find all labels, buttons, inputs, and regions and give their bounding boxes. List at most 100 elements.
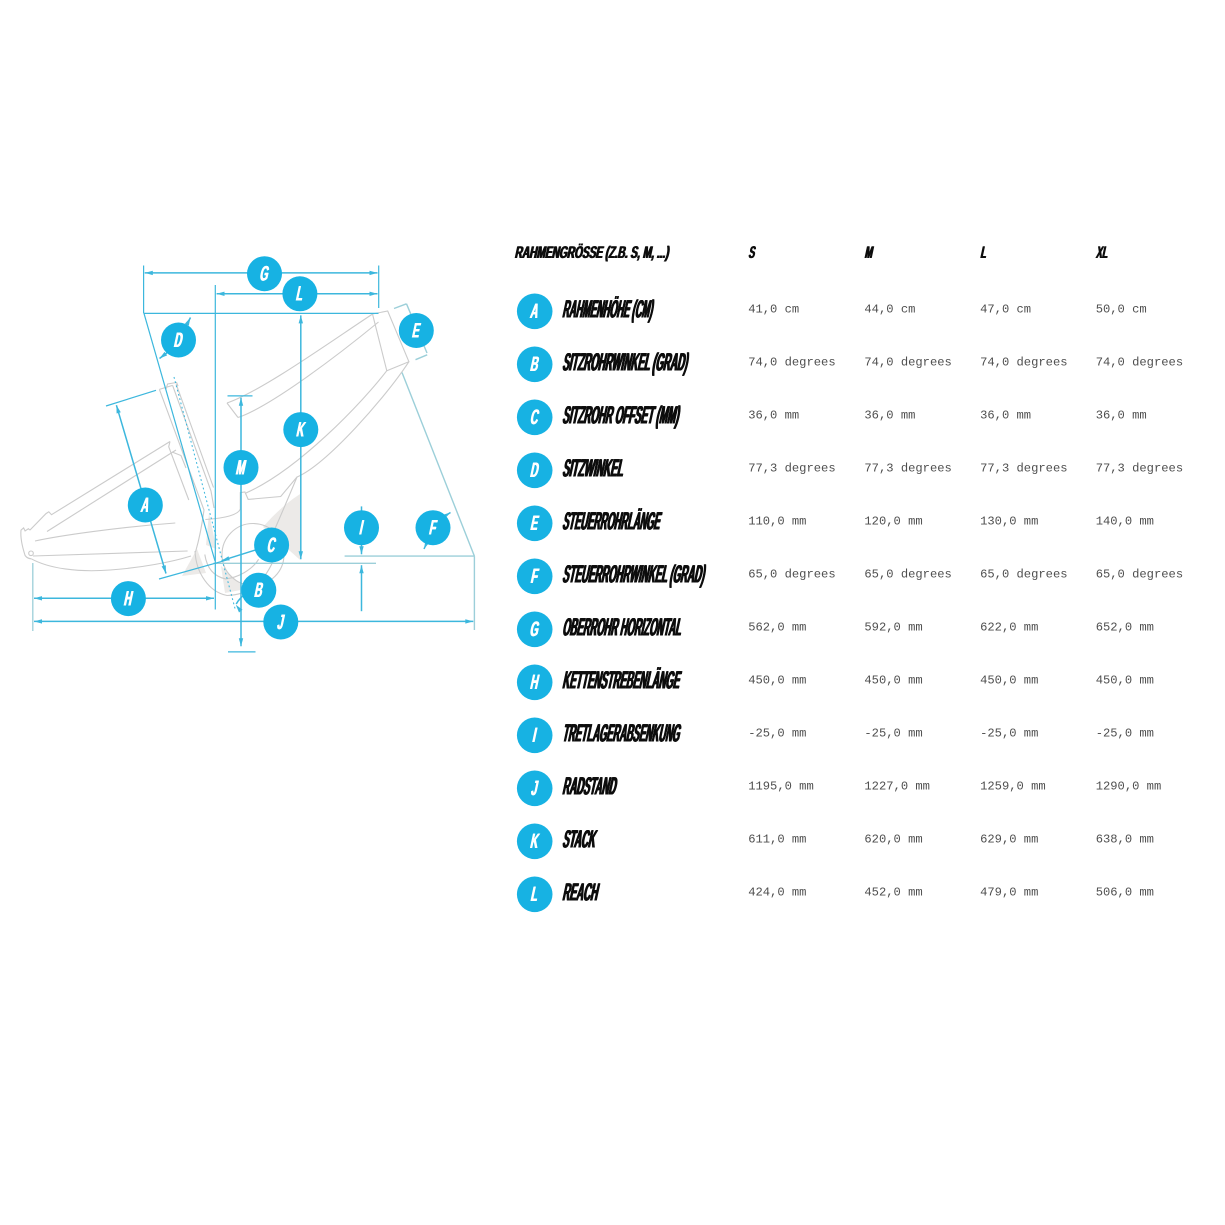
svg-text:36,0 mm: 36,0 mm (980, 409, 1031, 423)
svg-text:XL: XL (1094, 242, 1110, 262)
svg-text:1195,0 mm: 1195,0 mm (748, 780, 814, 794)
svg-text:620,0 mm: 620,0 mm (864, 833, 922, 847)
svg-text:479,0 mm: 479,0 mm (980, 886, 1038, 900)
svg-text:1290,0 mm: 1290,0 mm (1096, 780, 1162, 794)
svg-text:STACK: STACK (561, 827, 599, 854)
svg-text:SITZROHRWINKEL (GRAD): SITZROHRWINKEL (GRAD) (561, 350, 692, 377)
svg-text:1259,0 mm: 1259,0 mm (980, 780, 1046, 794)
svg-text:74,0 degrees: 74,0 degrees (980, 356, 1067, 370)
svg-text:KETTENSTREBENLÄNGE: KETTENSTREBENLÄNGE (561, 668, 684, 695)
svg-text:REACH: REACH (560, 878, 601, 906)
svg-text:65,0 degrees: 65,0 degrees (748, 568, 835, 582)
svg-text:65,0 degrees: 65,0 degrees (980, 568, 1067, 582)
svg-text:XL: XL (1095, 242, 1111, 262)
svg-text:STEUERROHRLÄNGE: STEUERROHRLÄNGE (561, 508, 664, 535)
svg-text:STACK: STACK (560, 827, 598, 854)
svg-text:424,0 mm: 424,0 mm (748, 886, 806, 900)
svg-text:XL: XL (1095, 242, 1111, 262)
svg-text:RADSTAND: RADSTAND (560, 774, 619, 801)
svg-text:L: L (530, 882, 541, 906)
svg-text:J: J (529, 776, 540, 800)
svg-text:I: I (531, 723, 539, 747)
svg-text:J: J (529, 776, 540, 800)
svg-text:STACK: STACK (561, 827, 599, 854)
svg-text:77,3 degrees: 77,3 degrees (864, 462, 951, 476)
svg-text:65,0 degrees: 65,0 degrees (864, 568, 951, 582)
svg-text:110,0 mm: 110,0 mm (748, 515, 806, 529)
svg-text:SITZWINKEL: SITZWINKEL (560, 454, 627, 482)
svg-text:SITZWINKEL: SITZWINKEL (561, 454, 628, 482)
svg-text:36,0 mm: 36,0 mm (748, 409, 799, 423)
svg-text:50,0 cm: 50,0 cm (1096, 303, 1147, 317)
svg-text:RAHMENGRÖSSE (Z.B. S, M, ...): RAHMENGRÖSSE (Z.B. S, M, ...) (514, 242, 672, 262)
svg-text:STEUERROHRLÄNGE: STEUERROHRLÄNGE (560, 508, 663, 535)
svg-text:OBERROHR HORIZONTAL: OBERROHR HORIZONTAL (561, 615, 685, 642)
svg-text:KETTENSTREBENLÄNGE: KETTENSTREBENLÄNGE (561, 668, 684, 695)
svg-text:OBERROHR HORIZONTAL: OBERROHR HORIZONTAL (561, 615, 685, 642)
svg-text:RADSTAND: RADSTAND (561, 774, 620, 801)
svg-text:638,0 mm: 638,0 mm (1096, 833, 1154, 847)
svg-text:SITZWINKEL: SITZWINKEL (560, 454, 627, 482)
svg-text:611,0 mm: 611,0 mm (748, 833, 806, 847)
svg-text:OBERROHR HORIZONTAL: OBERROHR HORIZONTAL (561, 615, 685, 642)
svg-text:592,0 mm: 592,0 mm (864, 621, 922, 635)
svg-text:J: J (276, 610, 287, 634)
svg-text:STEUERROHRWINKEL (GRAD): STEUERROHRWINKEL (GRAD) (561, 562, 708, 589)
svg-text:74,0 degrees: 74,0 degrees (1096, 356, 1183, 370)
svg-text:M: M (864, 242, 876, 262)
svg-text:74,0 degrees: 74,0 degrees (864, 356, 951, 370)
svg-text:J: J (276, 610, 287, 634)
svg-text:L: L (295, 282, 306, 306)
svg-text:130,0 mm: 130,0 mm (980, 515, 1038, 529)
svg-text:TRETLAGERABSENKUNG: TRETLAGERABSENKUNG (561, 721, 684, 748)
svg-text:44,0 cm: 44,0 cm (864, 303, 915, 317)
svg-text:L: L (529, 882, 540, 906)
svg-text:629,0 mm: 629,0 mm (980, 833, 1038, 847)
svg-text:F: F (428, 516, 439, 540)
svg-text:F: F (427, 516, 438, 540)
svg-text:STACK: STACK (561, 827, 599, 854)
svg-text:I: I (530, 723, 538, 747)
svg-text:S: S (747, 242, 757, 262)
svg-text:450,0 mm: 450,0 mm (1096, 674, 1154, 688)
svg-text:M: M (864, 242, 876, 262)
svg-text:450,0 mm: 450,0 mm (864, 674, 922, 688)
svg-text:562,0 mm: 562,0 mm (748, 621, 806, 635)
svg-text:77,3 degrees: 77,3 degrees (748, 462, 835, 476)
svg-text:J: J (275, 610, 286, 634)
svg-text:F: F (530, 564, 541, 588)
svg-text:J: J (530, 776, 541, 800)
svg-text:RAHMENHÖHE (CM): RAHMENHÖHE (CM) (560, 296, 656, 323)
svg-text:KETTENSTREBENLÄNGE: KETTENSTREBENLÄNGE (560, 668, 683, 695)
svg-text:STEUERROHRLÄNGE: STEUERROHRLÄNGE (561, 508, 664, 535)
svg-text:SITZROHR OFFSET (MM): SITZROHR OFFSET (MM) (560, 403, 682, 430)
svg-text:REACH: REACH (560, 878, 601, 906)
svg-text:STEUERROHRWINKEL (GRAD): STEUERROHRWINKEL (GRAD) (561, 562, 708, 589)
svg-text:I: I (531, 723, 539, 747)
svg-text:SITZROHRWINKEL (GRAD): SITZROHRWINKEL (GRAD) (560, 350, 691, 377)
svg-text:S: S (747, 242, 757, 262)
svg-text:M: M (863, 242, 875, 262)
svg-text:506,0 mm: 506,0 mm (1096, 886, 1154, 900)
svg-text:SITZROHRWINKEL (GRAD): SITZROHRWINKEL (GRAD) (560, 350, 691, 377)
svg-text:74,0 degrees: 74,0 degrees (748, 356, 835, 370)
svg-text:STEUERROHRWINKEL (GRAD): STEUERROHRWINKEL (GRAD) (560, 562, 707, 589)
svg-text:-25,0 mm: -25,0 mm (980, 727, 1038, 741)
svg-text:STEUERROHRLÄNGE: STEUERROHRLÄNGE (561, 508, 664, 535)
svg-text:I: I (358, 516, 366, 540)
svg-text:RAHMENHÖHE (CM): RAHMENHÖHE (CM) (561, 296, 657, 323)
svg-text:I: I (357, 516, 365, 540)
svg-text:L: L (979, 242, 989, 262)
svg-text:622,0 mm: 622,0 mm (980, 621, 1038, 635)
svg-text:77,3 degrees: 77,3 degrees (980, 462, 1067, 476)
svg-text:RAHMENHÖHE (CM): RAHMENHÖHE (CM) (561, 296, 657, 323)
svg-text:REACH: REACH (561, 878, 602, 906)
svg-text:REACH: REACH (561, 878, 602, 906)
svg-text:STEUERROHRLÄNGE: STEUERROHRLÄNGE (560, 508, 663, 535)
svg-text:OBERROHR HORIZONTAL: OBERROHR HORIZONTAL (560, 615, 684, 642)
svg-text:RAHMENHÖHE (CM): RAHMENHÖHE (CM) (560, 296, 656, 323)
svg-text:L: L (529, 882, 540, 906)
svg-text:SITZROHR OFFSET (MM): SITZROHR OFFSET (MM) (561, 403, 683, 430)
svg-text:77,3 degrees: 77,3 degrees (1096, 462, 1183, 476)
svg-text:SITZROHRWINKEL (GRAD): SITZROHRWINKEL (GRAD) (561, 350, 692, 377)
